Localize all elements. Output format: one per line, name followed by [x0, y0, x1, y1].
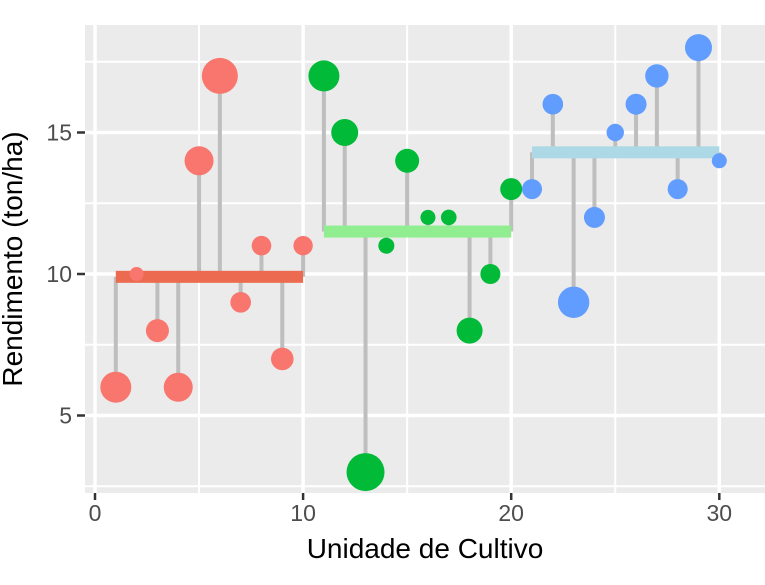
x-tick-label: 10 — [290, 500, 316, 526]
mean-bar-group-1 — [115, 270, 304, 283]
data-point-group-3 — [606, 123, 624, 142]
data-point-group-3 — [667, 179, 688, 200]
y-tick-label: 5 — [59, 403, 72, 429]
x-tick-label: 20 — [498, 500, 524, 526]
data-point-group-3 — [645, 64, 669, 88]
data-point-group-1 — [145, 319, 169, 343]
data-point-group-1 — [100, 371, 132, 403]
data-point-group-3 — [542, 93, 564, 115]
panel-background — [85, 25, 765, 493]
data-point-group-2 — [395, 148, 420, 173]
data-point-group-3 — [625, 93, 647, 115]
data-point-group-1 — [129, 267, 144, 281]
mean-bar-group-2 — [323, 225, 512, 238]
data-point-group-1 — [251, 235, 272, 256]
data-point-group-1 — [293, 236, 313, 256]
data-point-group-1 — [201, 57, 238, 94]
data-point-group-3 — [583, 206, 605, 228]
y-tick-label: 15 — [46, 120, 72, 146]
x-tick-label: 30 — [707, 500, 733, 526]
data-point-group-2 — [308, 60, 340, 92]
data-point-group-1 — [270, 347, 294, 371]
y-tick-label: 10 — [46, 261, 72, 287]
data-point-group-2 — [331, 119, 359, 146]
data-point-group-3 — [684, 34, 712, 62]
data-point-group-3 — [711, 153, 727, 169]
data-point-group-2 — [378, 237, 395, 254]
data-point-group-2 — [456, 317, 483, 344]
x-tick-label: 0 — [89, 500, 102, 526]
data-point-group-2 — [500, 178, 523, 201]
data-point-group-2 — [346, 453, 385, 492]
data-point-group-1 — [163, 372, 193, 402]
data-point-group-1 — [230, 292, 251, 313]
data-point-group-2 — [440, 209, 457, 226]
x-axis-title: Unidade de Cultivo — [307, 533, 544, 564]
data-point-group-2 — [480, 264, 501, 284]
mean-bar-group-3 — [532, 146, 720, 159]
y-axis-title: Rendimento (ton/ha) — [0, 131, 28, 386]
data-point-group-3 — [522, 179, 543, 200]
data-point-group-1 — [184, 146, 214, 176]
data-point-group-2 — [420, 209, 436, 225]
data-point-group-3 — [557, 286, 590, 318]
